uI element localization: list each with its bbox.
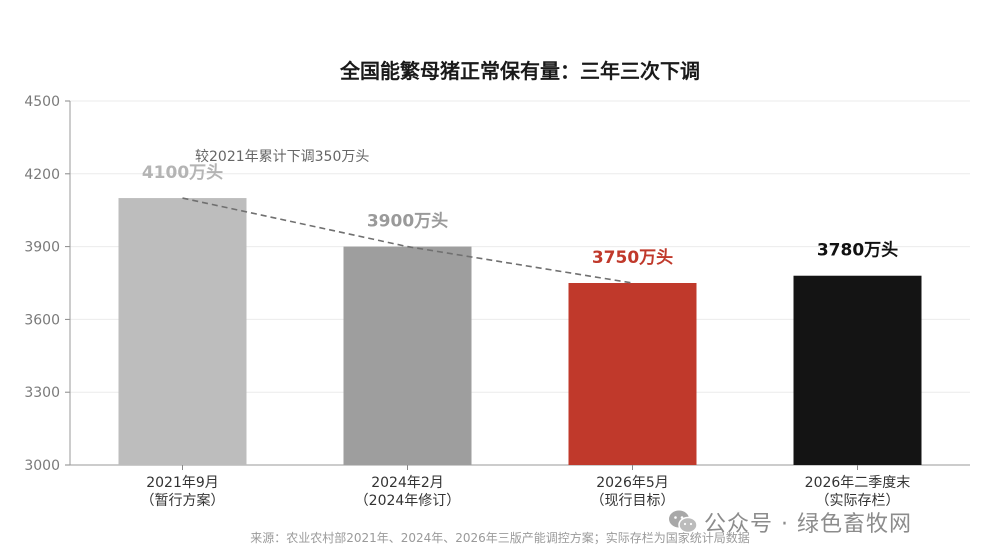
- data-label: 3900万头: [367, 212, 448, 232]
- y-tick-label: 3900: [24, 240, 60, 256]
- watermark: 公众号 · 绿色畜牧网: [668, 506, 912, 538]
- source-note: 来源：农业农村部2021年、2024年、2026年三版产能调控方案；实际存栏为国…: [250, 530, 750, 545]
- bar: [568, 283, 697, 465]
- x-tick-label-sub: （2024年修订）: [355, 493, 461, 509]
- data-label: 4100万头: [142, 163, 223, 183]
- data-label: 3750万头: [592, 248, 673, 268]
- x-tick-label-sub: （暂行方案）: [141, 492, 225, 509]
- x-tick-label-sub: （实际存栏）: [816, 493, 900, 509]
- annotation-text: 较2021年累计下调350万头: [195, 149, 369, 165]
- x-tick-label-sub: （现行目标）: [591, 493, 675, 509]
- wechat-icon: [669, 510, 698, 534]
- bar: [118, 198, 247, 466]
- y-tick-label: 3000: [24, 458, 60, 474]
- y-tick-label: 4500: [24, 94, 60, 110]
- x-tick-label: 2026年二季度末: [805, 475, 911, 491]
- trend-line: [182, 197, 633, 284]
- data-label: 3780万头: [817, 241, 898, 261]
- y-tick-label: 4200: [24, 167, 60, 183]
- bar: [343, 246, 472, 465]
- chart-title: 全国能繁母猪正常保有量：三年三次下调: [339, 59, 700, 83]
- y-tick-label: 3600: [24, 312, 60, 328]
- x-tick-label: 2024年2月: [371, 475, 444, 491]
- x-tick-label: 2021年9月: [146, 475, 219, 491]
- y-tick-label: 3300: [24, 385, 60, 401]
- x-tick-label: 2026年5月: [596, 475, 669, 491]
- watermark-text: 公众号 · 绿色畜牧网: [704, 512, 912, 537]
- bar: [793, 275, 922, 465]
